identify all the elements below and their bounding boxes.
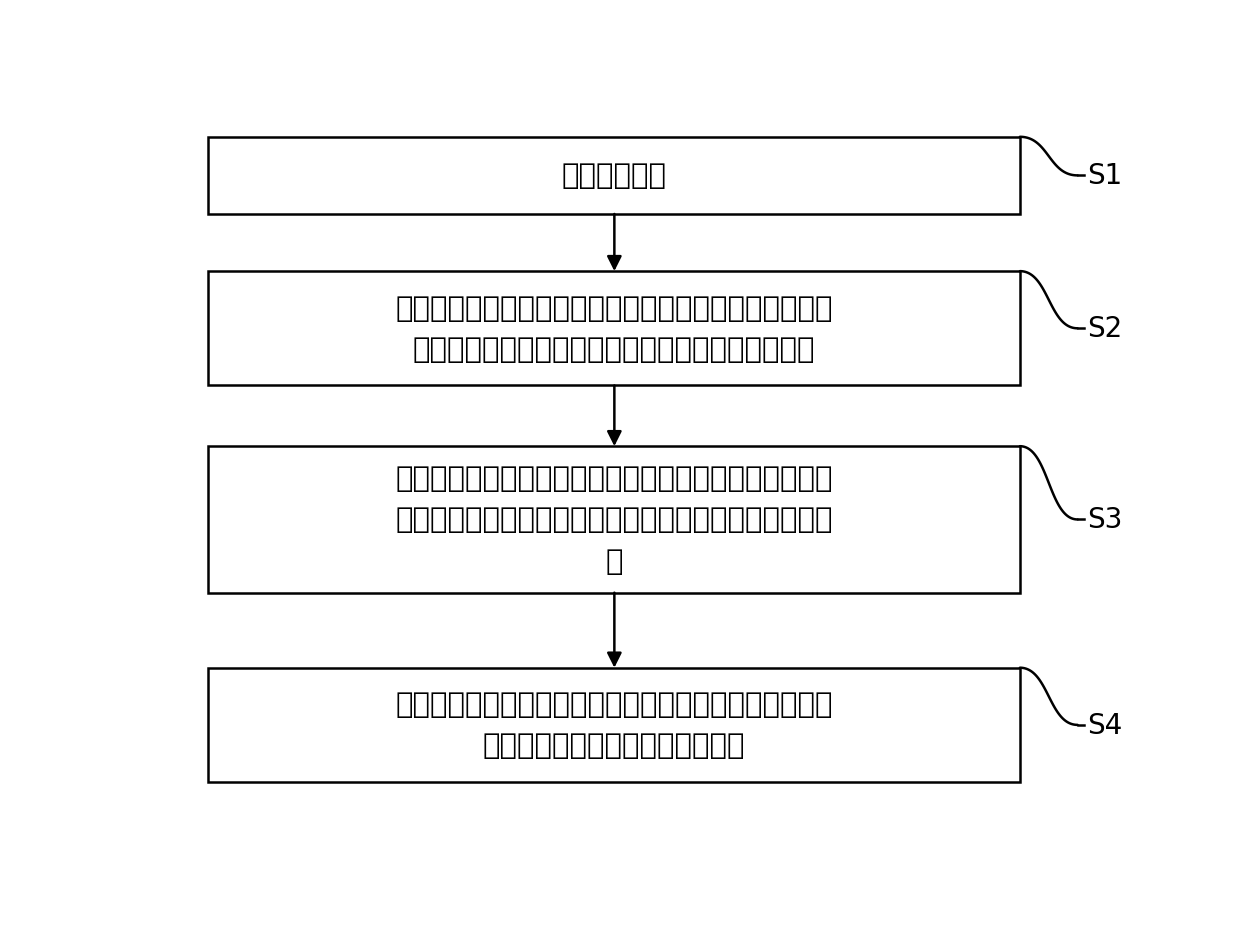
Text: 搭建成像系统: 搭建成像系统 <box>562 162 666 190</box>
FancyBboxPatch shape <box>208 447 1019 593</box>
FancyBboxPatch shape <box>208 137 1019 215</box>
FancyBboxPatch shape <box>208 668 1019 782</box>
Text: 在成像系统的照明端用空间光调制器调制照明图案，得到
将多张二维正弦图案线性叠加后得到的复用照明图案: 在成像系统的照明端用空间光调制器调制照明图案，得到 将多张二维正弦图案线性叠加后… <box>396 295 832 363</box>
Text: S2: S2 <box>1087 315 1122 343</box>
FancyBboxPatch shape <box>208 272 1019 386</box>
Text: S1: S1 <box>1087 162 1122 190</box>
Text: 根据得到的每张正弦图案照射样本时单像素探测器收集到
的光强对相应的样本进行样本恢复: 根据得到的每张正弦图案照射样本时单像素探测器收集到 的光强对相应的样本进行样本恢… <box>396 691 832 759</box>
Text: S3: S3 <box>1087 506 1122 534</box>
Text: 采用数字微镜阵列对得到的复用照明图案的频域进行调制
，得到每张正弦图案照射样本时单像素探测器收集到的光
强: 采用数字微镜阵列对得到的复用照明图案的频域进行调制 ，得到每张正弦图案照射样本时… <box>396 464 832 575</box>
Text: S4: S4 <box>1087 711 1122 739</box>
